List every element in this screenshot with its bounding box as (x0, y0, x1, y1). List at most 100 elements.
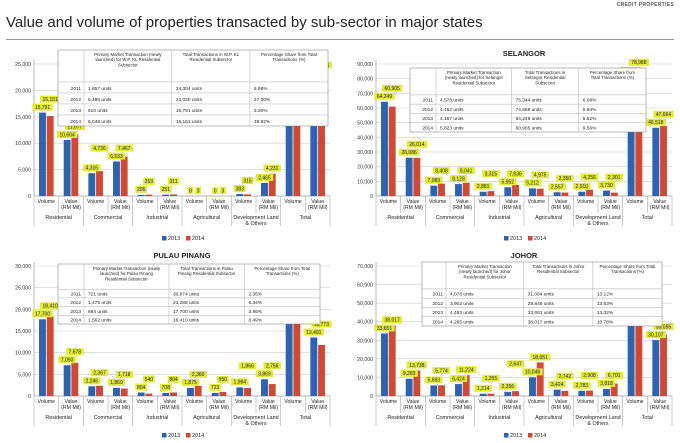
bar-2014-10 (293, 87, 301, 196)
data-label-2014: 540 (145, 377, 154, 383)
data-label-2014: 18,410 (43, 304, 59, 310)
data-label-bg (548, 183, 566, 191)
y-tick-label: 10,000 (15, 351, 31, 357)
legend-swatch-2013 (504, 433, 509, 438)
bar-2014-4 (487, 191, 495, 196)
y-tick-label: 70,000 (357, 91, 373, 97)
data-label-2013: 251 (162, 187, 171, 193)
data-label-bg (167, 177, 180, 185)
data-label-2014: 9,041 (460, 168, 473, 174)
data-label-bg (255, 370, 274, 378)
legend-swatch-2014 (186, 236, 191, 241)
data-label-bg (432, 367, 451, 375)
y-tick-label: 25,000 (15, 62, 31, 68)
bar-2014-3 (120, 156, 128, 196)
legend-label-2014: 2014 (192, 433, 204, 439)
data-label-2013: 7,083 (428, 178, 441, 184)
category-label: Value (RM Mil) (453, 199, 473, 211)
table-cell: 74,958 units (516, 107, 543, 113)
category-label: Volume (87, 399, 104, 405)
table-cell: 15,791 units (176, 108, 203, 114)
data-label-bg (400, 369, 418, 377)
table-cell: 4,483 units (450, 310, 474, 316)
group-label-residential: Residential (387, 415, 414, 421)
table-cell: 6,048 units (88, 119, 112, 125)
data-label-2014: 60,905 (385, 86, 401, 92)
data-label-2013: 1,214 (477, 386, 490, 392)
legend-label-2013: 2013 (510, 433, 522, 439)
bar-2013-7 (553, 192, 561, 196)
table-cell: 10.78% (597, 319, 614, 325)
data-label-bg (263, 362, 281, 370)
bar-2013-2 (430, 185, 438, 196)
data-label-bg (374, 92, 395, 100)
y-tick-label: 30,000 (357, 338, 373, 344)
y-tick-label: 90,000 (357, 62, 373, 68)
bar-2014-11 (318, 344, 325, 396)
bar-2014-1 (71, 134, 79, 196)
table-header: Primary Market Transaction (newly launche… (94, 52, 162, 67)
bar-2013-1 (63, 140, 71, 196)
bar-2014-8 (244, 194, 251, 196)
category-label: Value (RM Mil) (111, 199, 131, 211)
table-cell: 4,452 units (440, 107, 464, 113)
group-label-industrial: Industrial (488, 415, 510, 421)
table-cell: 2013 (432, 310, 443, 316)
table-cell: 684 units (88, 309, 108, 315)
data-label-2013: 2,246 (86, 379, 99, 385)
bar-2013-4 (137, 194, 145, 196)
data-label-bg (83, 377, 101, 385)
data-label-2014: 11,224 (459, 367, 474, 373)
inset-table: Primary Market Transaction (newly launche… (57, 263, 321, 325)
bar-2013-4 (479, 191, 487, 196)
y-tick-label: 80,000 (357, 77, 373, 83)
data-label-2014: 7,678 (69, 350, 82, 356)
table-cell: 3,902 units (450, 301, 474, 307)
data-label-bg (64, 123, 86, 131)
table-cell: 2.35% (248, 291, 262, 297)
category-label: Value (RM Mil) (61, 399, 81, 411)
table-header: Total Transactions in Pulau Pinang Reside… (178, 266, 236, 276)
bar-2014-6 (536, 362, 544, 396)
category-label: Value (RM Mil) (453, 399, 473, 411)
data-label-2013: 1,984 (234, 380, 247, 386)
bar-2014-9 (610, 383, 618, 396)
bar-2014-7 (561, 192, 569, 196)
data-label-2013: 1,875 (184, 380, 197, 386)
data-label-2014: 13,738 (409, 363, 425, 369)
data-label-bg (195, 186, 202, 194)
data-label-2013: 206 (137, 187, 146, 193)
data-label-2013: 30,107 (648, 332, 664, 338)
bar-2014-1 (413, 370, 421, 396)
bar-2013-7 (211, 392, 219, 396)
title-divider (6, 39, 674, 40)
table-cell: 6.52% (583, 116, 597, 122)
category-label: Value (RM Mil) (650, 399, 670, 411)
data-label-2014: 3 (221, 188, 224, 194)
bar-2013-2 (430, 385, 438, 396)
bar-2014-11 (660, 334, 667, 396)
data-label-2014: 2,350 (559, 176, 572, 182)
y-tick-label: 0 (28, 394, 31, 400)
table-cell: 2011 (433, 292, 444, 298)
data-label-bg (90, 369, 109, 377)
data-label-bg (181, 378, 200, 386)
data-label-2014: 11,677 (67, 124, 82, 130)
category-label: Value (RM Mil) (209, 199, 229, 211)
category-label: Volume (136, 399, 153, 405)
data-label-bg (303, 328, 325, 336)
data-label-2013: 723 (211, 385, 220, 391)
category-label: Value (RM Mil) (403, 399, 423, 411)
data-label-2013: 10,048 (525, 370, 541, 376)
table-frame (57, 263, 321, 325)
data-label-2013: 3,818 (600, 381, 613, 387)
data-label-2014: 3 (197, 188, 200, 194)
bar-2013-5 (504, 391, 512, 396)
table-cell: 2013 (70, 108, 81, 114)
category-label: Volume (186, 399, 203, 405)
data-label-2013: 26,086 (401, 150, 417, 156)
chart-title: PULAU PINANG (153, 251, 210, 260)
table-header: Total Transactions in W.P. KL Residential… (183, 52, 240, 62)
data-label-bg (523, 179, 542, 187)
data-label-2013: 3,424 (551, 382, 564, 388)
